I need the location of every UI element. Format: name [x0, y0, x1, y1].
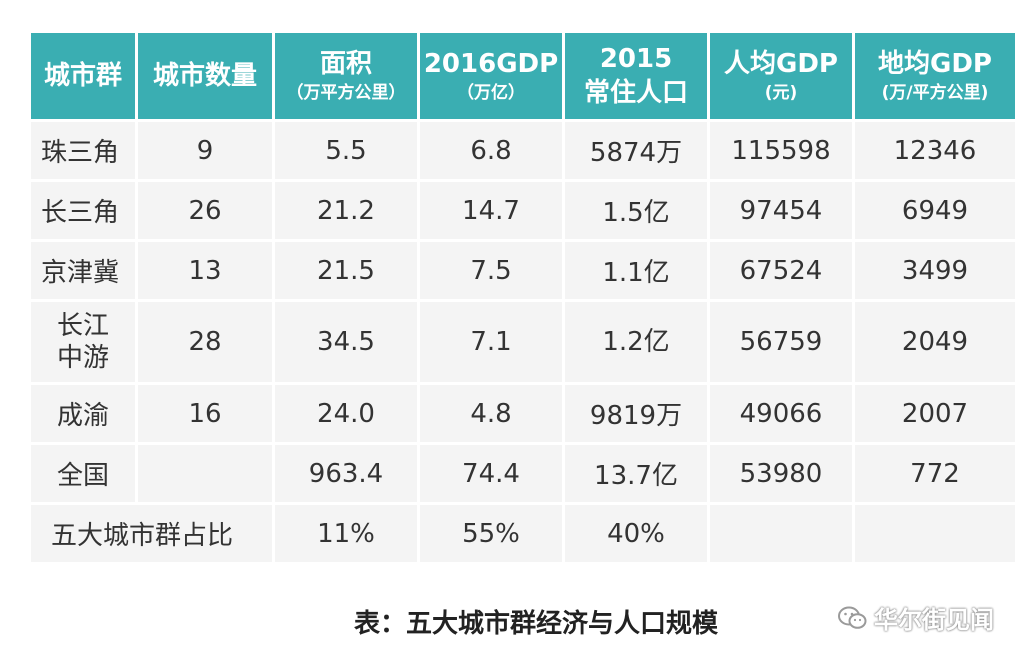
- watermark: 华尔街见闻: [838, 600, 994, 635]
- cell-population: 9819万: [565, 385, 707, 442]
- cell-gdp: 7.1: [420, 302, 562, 382]
- cell-population: 5874万: [565, 122, 707, 179]
- cell-area: 34.5: [275, 302, 417, 382]
- ratio-row: 五大城市群占比 11% 55% 40%: [31, 505, 1015, 562]
- cell-gdp: 6.8: [420, 122, 562, 179]
- cell-city-count: 13: [138, 242, 272, 299]
- cell-gdp-per-capita: 115598: [710, 122, 852, 179]
- cell-gdp-per-capita: 49066: [710, 385, 852, 442]
- table-row: 长三角 26 21.2 14.7 1.5亿 97454 6949: [31, 182, 1015, 239]
- caption-text: 表：五大城市群经济与人口规模: [353, 609, 718, 639]
- cell-gdp-per-area: 2007: [855, 385, 1015, 442]
- cell-population: 1.1亿: [565, 242, 707, 299]
- table-row: 全国 963.4 74.4 13.7亿 53980 772: [31, 445, 1015, 502]
- cell-gdp-per-area: 772: [855, 445, 1015, 502]
- header-population-2015: 2015 常住人口: [565, 33, 707, 119]
- table-row: 京津冀 13 21.5 7.5 1.1亿 67524 3499: [31, 242, 1015, 299]
- header-gdp-per-capita: 人均GDP (元): [710, 33, 852, 119]
- cell-gdp-per-area: 6949: [855, 182, 1015, 239]
- cell-area: 963.4: [275, 445, 417, 502]
- header-cluster: 城市群: [31, 33, 135, 119]
- header-row: 城市群 城市数量 面积 （万平方公里） 2016GDP （万亿） 2015 常住…: [31, 33, 1015, 119]
- cell-cluster-name: 珠三角: [31, 122, 135, 179]
- cell-gdp: 4.8: [420, 385, 562, 442]
- cell-gdp-per-area: 12346: [855, 122, 1015, 179]
- watermark-text: 华尔街见闻: [874, 606, 994, 634]
- header-area: 面积 （万平方公里）: [275, 33, 417, 119]
- cell-city-count: 9: [138, 122, 272, 179]
- cell-cluster-name: 长三角: [31, 182, 135, 239]
- ratio-label: 五大城市群占比: [31, 505, 272, 562]
- ratio-area: 11%: [275, 505, 417, 562]
- cluster-name-text: 长江中游: [56, 311, 109, 373]
- cell-gdp-per-area: 3499: [855, 242, 1015, 299]
- cell-gdp: 14.7: [420, 182, 562, 239]
- city-cluster-table: 城市群 城市数量 面积 （万平方公里） 2016GDP （万亿） 2015 常住…: [28, 30, 1018, 565]
- cell-gdp-per-capita: 97454: [710, 182, 852, 239]
- table-row: 珠三角 9 5.5 6.8 5874万 115598 12346: [31, 122, 1015, 179]
- cell-area: 5.5: [275, 122, 417, 179]
- cell-cluster-name: 成渝: [31, 385, 135, 442]
- cell-gdp-per-area: 2049: [855, 302, 1015, 382]
- cell-gdp-per-capita: 53980: [710, 445, 852, 502]
- cell-cluster-name: 全国: [31, 445, 135, 502]
- ratio-empty-cell: [710, 505, 852, 562]
- cell-city-count: 28: [138, 302, 272, 382]
- table-row: 成渝 16 24.0 4.8 9819万 49066 2007: [31, 385, 1015, 442]
- cell-city-count: 26: [138, 182, 272, 239]
- cell-population: 1.2亿: [565, 302, 707, 382]
- ratio-population: 40%: [565, 505, 707, 562]
- wechat-icon: [838, 606, 867, 629]
- cell-area: 21.5: [275, 242, 417, 299]
- header-gdp-per-area: 地均GDP (万/平方公里): [855, 33, 1015, 119]
- cell-gdp: 74.4: [420, 445, 562, 502]
- header-gdp-2016: 2016GDP （万亿）: [420, 33, 562, 119]
- table-caption: 表：五大城市群经济与人口规模: [0, 603, 1034, 640]
- ratio-gdp: 55%: [420, 505, 562, 562]
- cell-cluster-name: 京津冀: [31, 242, 135, 299]
- cell-population: 1.5亿: [565, 182, 707, 239]
- header-city-count: 城市数量: [138, 33, 272, 119]
- table-row: 长江中游 28 34.5 7.1 1.2亿 56759 2049: [31, 302, 1015, 382]
- cell-population: 13.7亿: [565, 445, 707, 502]
- cell-city-count: 16: [138, 385, 272, 442]
- cell-gdp-per-capita: 56759: [710, 302, 852, 382]
- cell-cluster-name: 长江中游: [31, 302, 135, 382]
- cell-area: 24.0: [275, 385, 417, 442]
- ratio-empty-cell: [855, 505, 1015, 562]
- cell-gdp-per-capita: 67524: [710, 242, 852, 299]
- cell-gdp: 7.5: [420, 242, 562, 299]
- cell-area: 21.2: [275, 182, 417, 239]
- cell-city-count: [138, 445, 272, 502]
